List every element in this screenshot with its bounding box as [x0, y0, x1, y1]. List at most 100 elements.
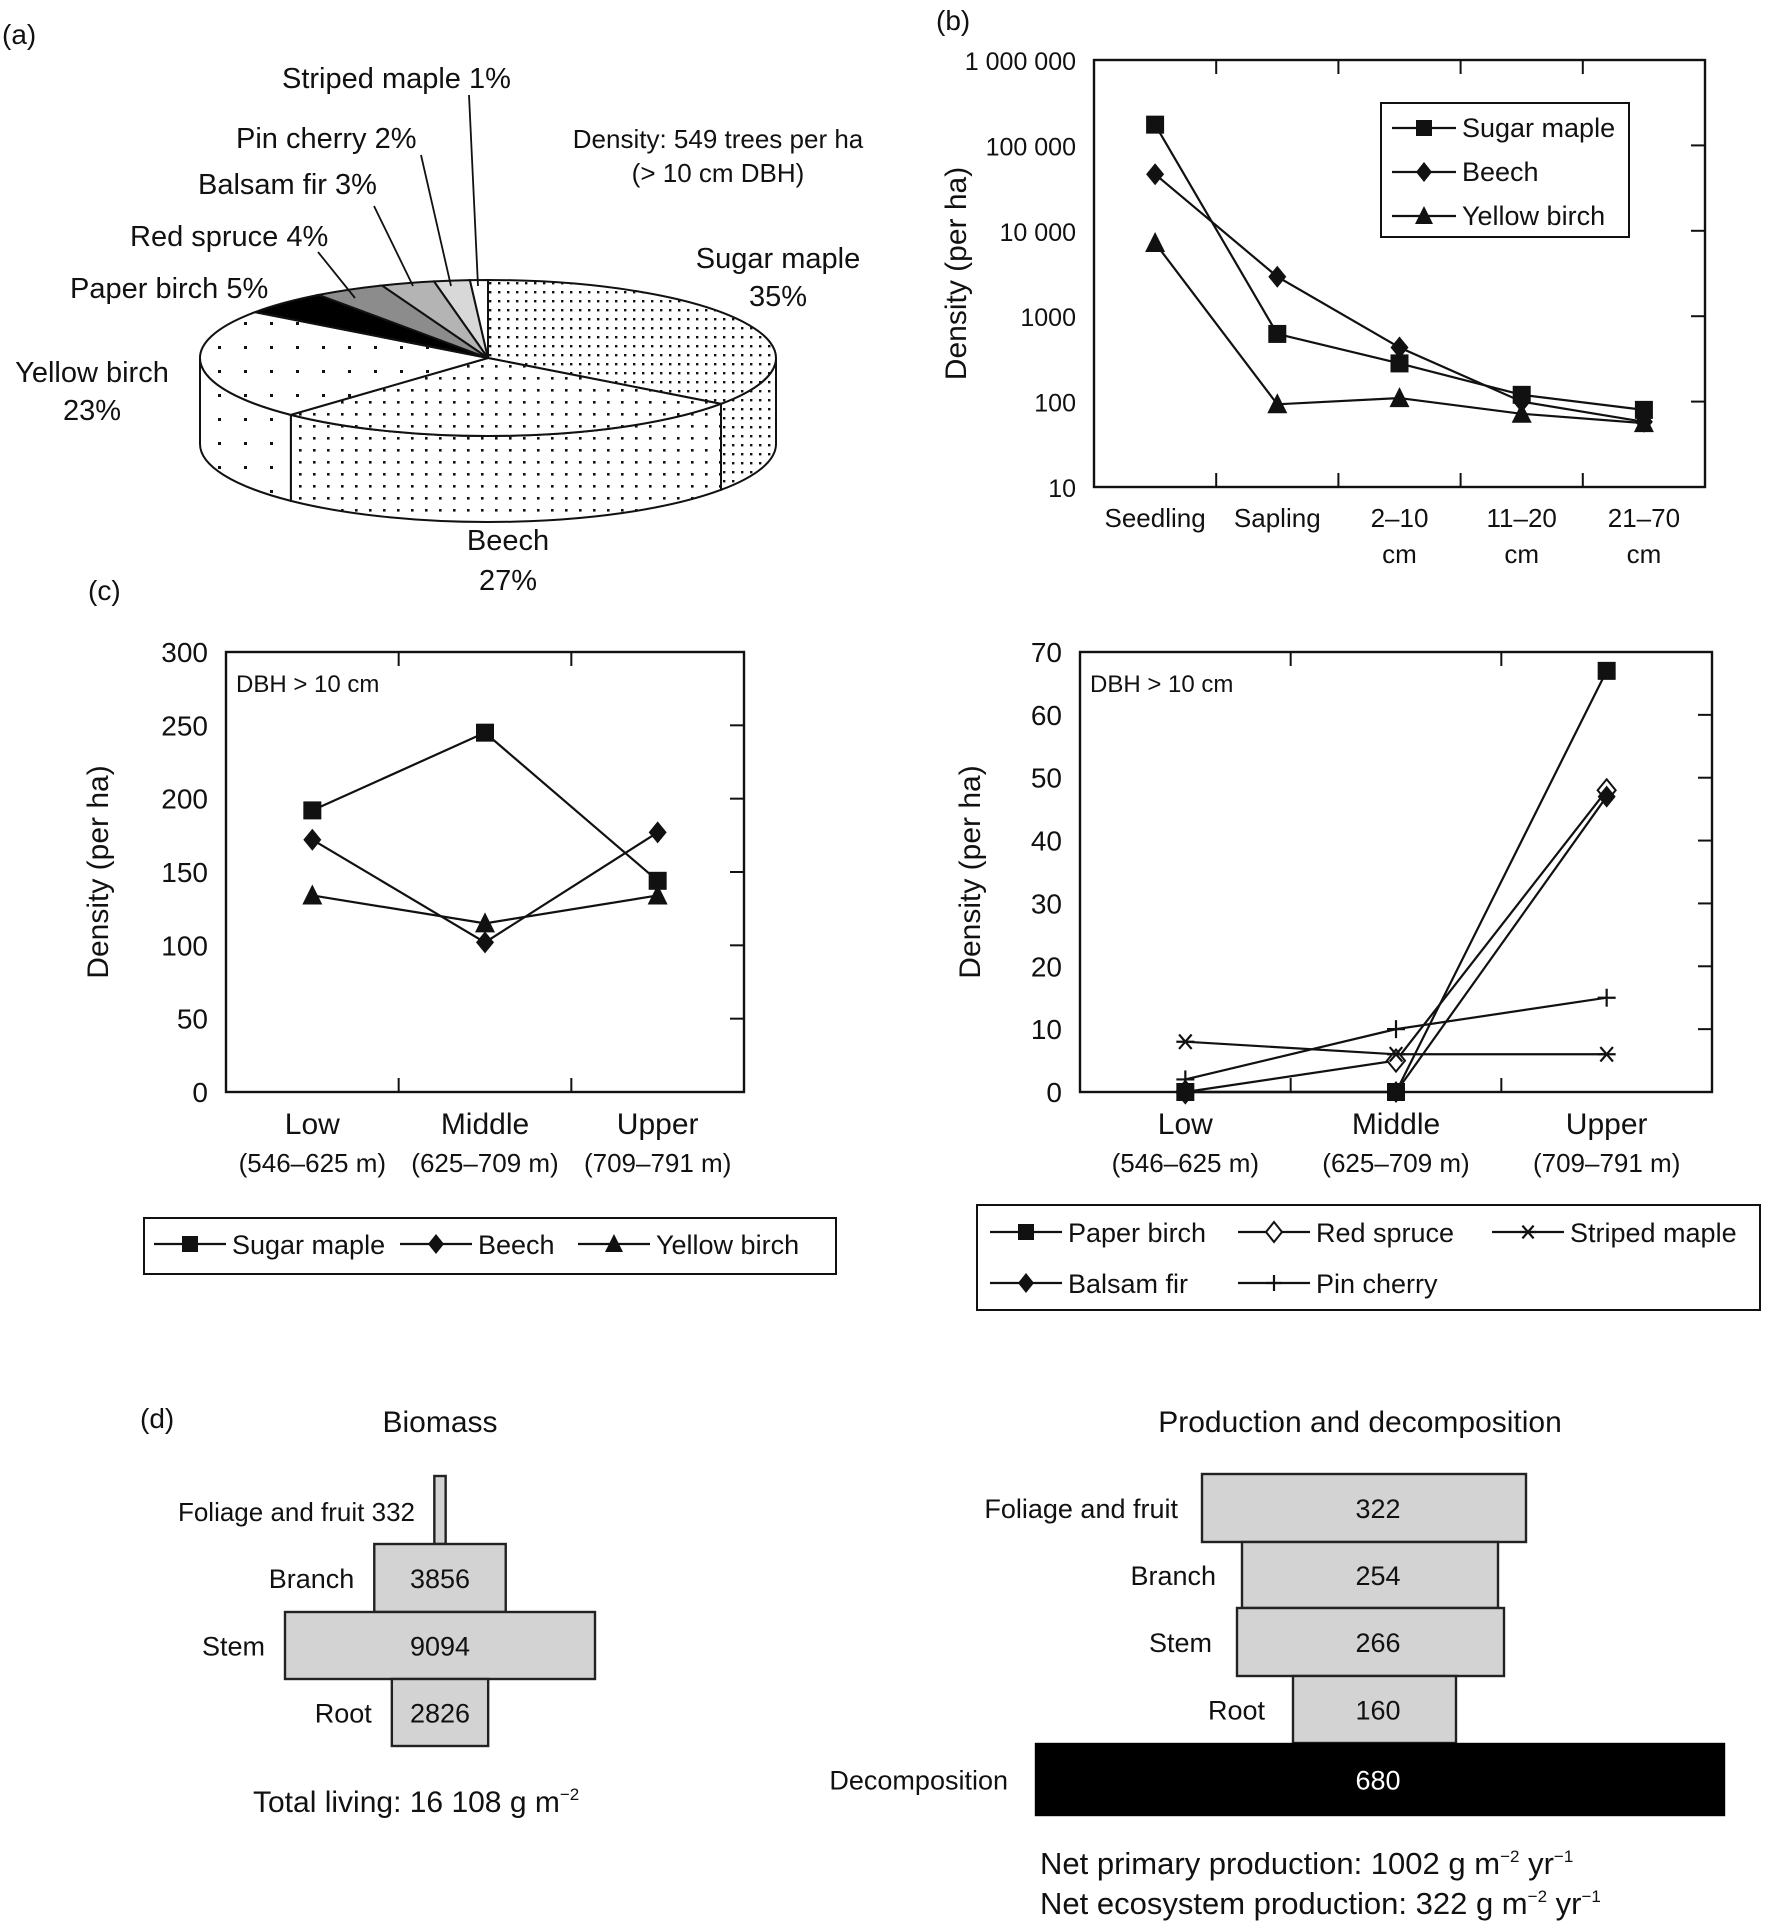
diamond-marker	[1597, 785, 1616, 808]
triangle-marker	[1511, 402, 1532, 423]
x-tick-label: Upper	[1566, 1108, 1648, 1141]
data-point	[1512, 390, 1531, 413]
legend-marker	[428, 1234, 444, 1254]
line-chart-c-right: 0 10 20 30 40 50 60 70 Low (546–625 m) Middle (625–…	[954, 637, 1761, 1311]
legend-item-yellow-birch: Yellow birch	[578, 1230, 799, 1260]
data-point	[1146, 163, 1165, 186]
series-sugar-maple	[1146, 115, 1653, 419]
legend-item-yellow-birch: Yellow birch	[1392, 201, 1605, 231]
y-tick-label: 0	[1046, 1077, 1062, 1108]
series-sugar-maple	[303, 723, 667, 890]
diamond-marker	[648, 821, 667, 844]
panel-label-a: (a)	[2, 19, 36, 50]
data-point	[648, 821, 667, 844]
y-tick-label: 0	[192, 1077, 208, 1108]
x-tick-label: (546–625 m)	[1112, 1148, 1259, 1178]
pie-slice-sugar-maple	[487, 278, 777, 405]
square-marker	[1597, 661, 1616, 680]
data-point	[1387, 1081, 1405, 1103]
x-tick-label: Upper	[617, 1108, 699, 1141]
y-tick-label: 10	[1031, 1014, 1062, 1045]
bar-decomposition	[1034, 1742, 1726, 1817]
bar-branch	[373, 1542, 507, 1614]
leader-line-balsam-fir	[373, 205, 414, 287]
y-tick-label: 50	[177, 1004, 208, 1035]
x-tick-label: 2–10	[1371, 503, 1429, 533]
asterisk-marker-d2	[1599, 1046, 1614, 1063]
y-tick-label: 200	[161, 784, 208, 815]
pie-label-striped-maple: Striped maple 1%	[282, 63, 511, 95]
x-tick-label: Seedling	[1104, 503, 1205, 533]
open-diamond-marker	[1264, 1220, 1284, 1244]
diamond-marker	[1268, 265, 1287, 288]
square-marker	[648, 871, 667, 890]
pie-label-balsam-fir: Balsam fir 3%	[198, 169, 377, 201]
superscript: −2	[1528, 1887, 1547, 1906]
series-balsam-fir	[1176, 785, 1616, 1103]
data-point	[303, 801, 322, 820]
legend-item-paper-birch: Paper birch	[990, 1218, 1206, 1248]
unit: yr	[1519, 1846, 1553, 1881]
series-beech	[303, 821, 667, 954]
triangle-marker	[475, 912, 495, 933]
triangle-marker	[605, 1234, 623, 1252]
bar-foliage-and-fruit	[433, 1474, 447, 1546]
legend-marker	[1018, 1224, 1034, 1240]
legend-box	[976, 1204, 1761, 1311]
data-point	[302, 884, 323, 905]
data-point	[1176, 1070, 1195, 1089]
data-point	[1597, 785, 1616, 808]
diamond-marker	[1387, 1081, 1405, 1103]
pie-label-paper-birch: Paper birch 5%	[70, 273, 268, 305]
data-point	[1597, 1046, 1616, 1063]
y-tick-label: 10	[1048, 475, 1076, 503]
y-tick-label: 60	[1031, 700, 1062, 731]
data-point	[1268, 265, 1287, 288]
pie-label-beech: 27%	[479, 565, 537, 597]
legend-marker	[182, 1236, 198, 1252]
pie-label-red-spruce: Red spruce 4%	[130, 221, 328, 253]
y-tick-label: 300	[161, 637, 208, 668]
pie-label-yellow-birch: 23%	[63, 395, 121, 427]
legend-item-balsam-fir: Balsam fir	[990, 1269, 1188, 1299]
legend-item-sugar-maple: Sugar maple	[1392, 113, 1615, 143]
data-point	[1176, 1081, 1195, 1103]
legend-label: Yellow birch	[656, 1230, 799, 1260]
pie-annotation-line2: (> 10 cm DBH)	[632, 158, 805, 188]
data-point	[476, 723, 494, 742]
line-chart-c-left: 0 50 100 150 200 250 300 Low (546–625 m) Middle (6…	[82, 637, 837, 1275]
series-line	[1185, 789, 1608, 1094]
legend-marker	[1264, 1220, 1284, 1244]
superscript: −2	[560, 1785, 579, 1804]
triangle-marker	[1267, 393, 1288, 414]
x-tick-label: (709–791 m)	[584, 1148, 731, 1178]
legend-item-beech: Beech	[1392, 157, 1539, 187]
pie-annotation-line1: Density: 549 trees per ha	[573, 124, 864, 154]
series-line	[311, 731, 659, 882]
data-point	[1267, 393, 1288, 414]
asterisk-marker-d2	[1388, 1046, 1404, 1063]
pie-label-beech: Beech	[467, 525, 549, 557]
category-label-branch: Branch	[269, 1564, 355, 1594]
category-label-decomposition: Decomposition	[829, 1766, 1008, 1796]
category-label-branch: Branch	[1130, 1561, 1216, 1591]
pie-chart-a: Sugar maple 35% Beech 27% Yellow birch 23% Pap…	[15, 63, 860, 597]
triangle-marker	[1145, 231, 1166, 252]
bar-root	[390, 1677, 490, 1748]
square-marker	[1390, 354, 1409, 373]
y-tick-label: 250	[161, 710, 208, 741]
bar-root	[1291, 1674, 1458, 1745]
square-marker	[1018, 1224, 1034, 1240]
x-tick-label: Sapling	[1234, 503, 1321, 533]
legend-marker	[605, 1234, 623, 1252]
bar-value-stem: 266	[1355, 1628, 1400, 1658]
triangle-marker	[1633, 412, 1654, 433]
legend-item-pin-cherry: Pin cherry	[1238, 1269, 1438, 1299]
data-point	[1387, 1020, 1405, 1039]
y-tick-label: 100	[161, 930, 208, 961]
data-point	[1146, 115, 1165, 134]
asterisk-marker-d2	[1521, 1224, 1535, 1240]
diamond-marker	[1146, 163, 1165, 186]
x-tick-label: (625–709 m)	[411, 1148, 558, 1178]
bar-value-root: 2826	[410, 1699, 470, 1729]
